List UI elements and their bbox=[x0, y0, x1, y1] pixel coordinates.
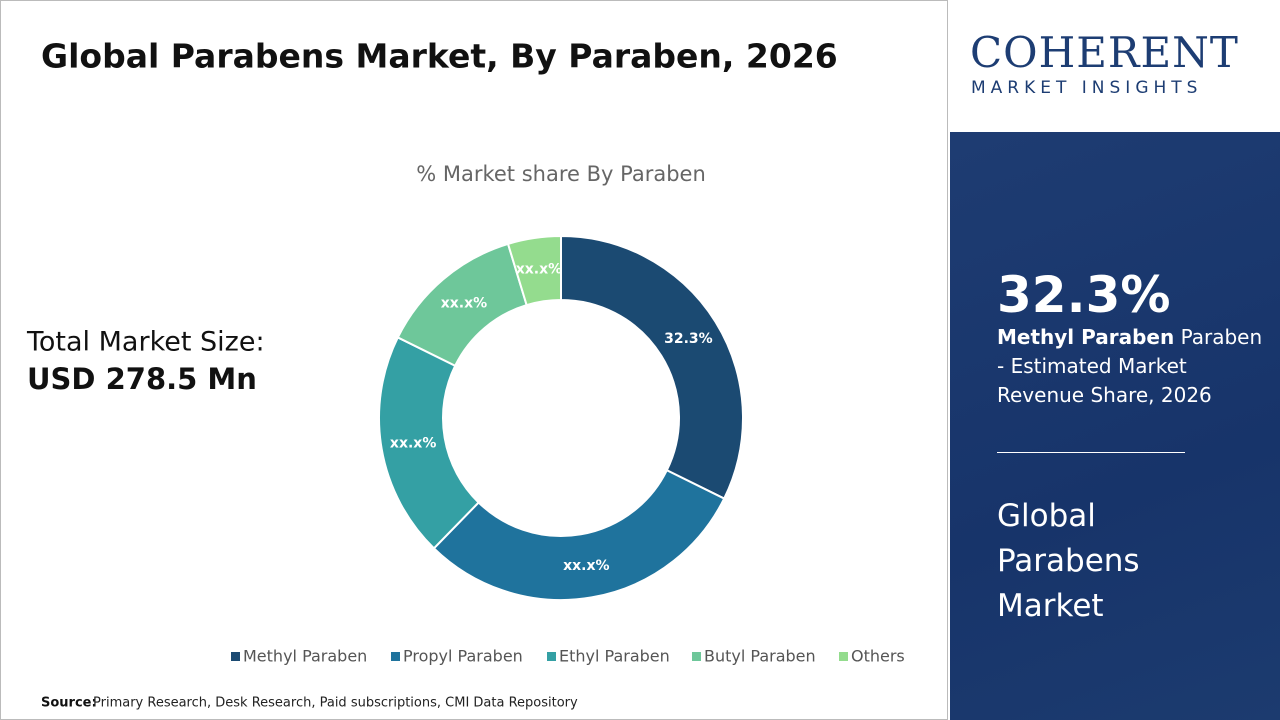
page-title: Global Parabens Market, By Paraben, 2026 bbox=[41, 37, 838, 76]
source-label: Source: bbox=[41, 696, 97, 711]
donut: 32.3% xx.x% xx.x% xx.x% xx.x% bbox=[378, 234, 744, 601]
chart-area: Global Parabens Market, By Paraben, 2026… bbox=[0, 0, 948, 720]
share-value: 32.3% bbox=[997, 266, 1171, 324]
data-label: 32.3% bbox=[664, 331, 713, 347]
legend-marker bbox=[692, 652, 701, 661]
data-label: xx.x% bbox=[563, 558, 609, 574]
logo: COHERENT MARKET INSIGHTS bbox=[950, 0, 1280, 132]
description: Paraben - Estimated Market Revenue Share… bbox=[997, 325, 1263, 407]
legend-label: Methyl Paraben bbox=[243, 647, 367, 666]
legend-marker bbox=[231, 652, 240, 661]
data-label: xx.x% bbox=[516, 262, 562, 278]
legend-label: Ethyl Paraben bbox=[559, 647, 670, 666]
legend-label: Others bbox=[851, 647, 905, 666]
legend-marker bbox=[839, 652, 848, 661]
market-size-label: Total Market Size: bbox=[26, 327, 265, 358]
logo-tagline: MARKET INSIGHTS bbox=[971, 78, 1203, 98]
logo-name: COHERENT bbox=[970, 28, 1239, 77]
chart-title: % Market share By Paraben bbox=[416, 162, 706, 186]
data-label: xx.x% bbox=[441, 296, 487, 312]
share-description: Methyl Paraben Paraben - Estimated Marke… bbox=[997, 323, 1267, 410]
legend-marker bbox=[391, 652, 400, 661]
donut-slice bbox=[560, 234, 744, 500]
legend-label: Butyl Paraben bbox=[704, 647, 816, 666]
legend-label: Propyl Paraben bbox=[403, 647, 523, 666]
highlight: Methyl Paraben bbox=[997, 325, 1175, 349]
donut-slice bbox=[506, 234, 562, 307]
donut-slice bbox=[432, 468, 726, 601]
legend-marker bbox=[547, 652, 556, 661]
divider bbox=[997, 452, 1185, 453]
side-panel: 32.3% Methyl Paraben Paraben - Estimated… bbox=[950, 132, 1280, 720]
data-label: xx.x% bbox=[390, 435, 436, 451]
chart: Global Parabens Market, By Paraben, 2026… bbox=[26, 37, 905, 711]
source-text: Primary Research, Desk Research, Paid su… bbox=[93, 696, 578, 711]
market-name: Global Parabens Market bbox=[997, 498, 1140, 624]
market-size-value: USD 278.5 Mn bbox=[27, 362, 257, 396]
